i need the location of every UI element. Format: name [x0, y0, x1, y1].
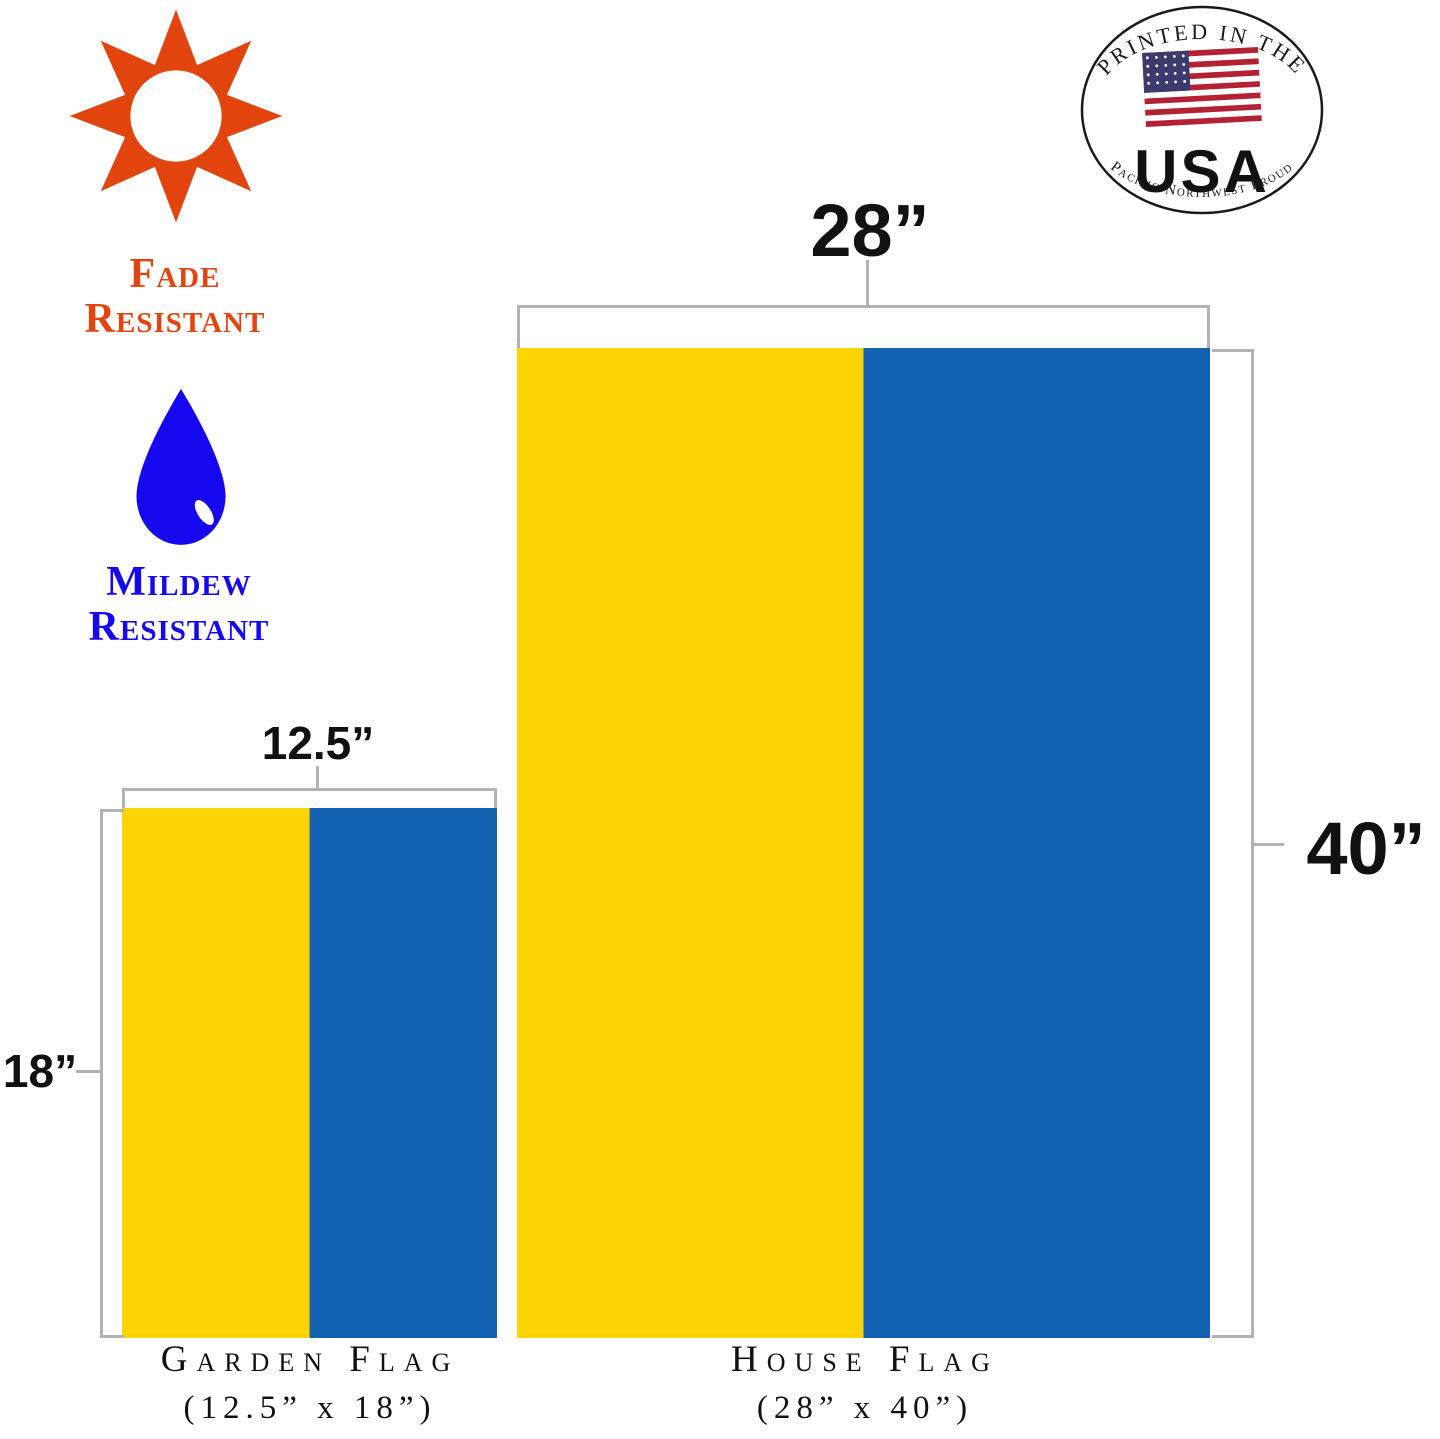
- garden-flag: [122, 808, 497, 1338]
- water-drop-highlight: [194, 500, 214, 525]
- mildew-resistant-line1: Mildew: [106, 559, 252, 605]
- dimension-line: [494, 788, 497, 808]
- dimension-line: [1212, 349, 1254, 352]
- garden-flag-title: Garden Flag: [160, 1339, 460, 1380]
- dimension-line: [100, 809, 103, 1338]
- house-flag-size: (28” x 40”): [756, 1390, 974, 1426]
- dimension-line: [316, 766, 319, 790]
- mildew-resistant-label: Mildew Resistant: [24, 560, 334, 650]
- dimension-line: [122, 788, 497, 791]
- house-flag-height-label: 40”: [1306, 807, 1426, 890]
- garden-flag-size: (12.5” x 18”): [183, 1390, 437, 1426]
- water-drop-icon: [136, 389, 226, 545]
- dimension-line: [517, 305, 520, 349]
- garden-flag-left-half: [122, 808, 310, 1338]
- dimension-line: [1212, 1335, 1254, 1338]
- dimension-line: [100, 809, 124, 812]
- us-flag-canton: [1142, 50, 1191, 93]
- dimension-line: [517, 305, 1210, 308]
- mildew-resistant-line2: Resistant: [88, 604, 270, 650]
- fade-resistant-line1: Fade: [129, 251, 221, 297]
- dimension-line: [122, 788, 125, 808]
- house-flag-title: House Flag: [731, 1339, 999, 1380]
- house-flag-left-half: [517, 348, 864, 1338]
- fade-resistant-label: Fade Resistant: [20, 252, 330, 342]
- garden-flag-right-half: [309, 808, 497, 1338]
- house-flag-right-half: [863, 348, 1210, 1338]
- dimension-line: [76, 1070, 102, 1073]
- dimension-line: [866, 260, 869, 308]
- sun-icon: [69, 9, 283, 223]
- garden-flag-width-label: 12.5”: [261, 717, 375, 769]
- dimension-line: [100, 1335, 124, 1338]
- us-flag-icon: [1142, 47, 1262, 127]
- dimension-line: [1251, 349, 1254, 1338]
- printed-in-usa-badge: PRINTED IN THE USA Pacific Northw: [1080, 5, 1324, 215]
- badge-usa-text: USA: [1134, 138, 1270, 205]
- dimension-line: [1207, 305, 1210, 349]
- house-flag-width-label: 28”: [810, 189, 930, 272]
- garden-flag-height-label: 18”: [2, 1045, 78, 1097]
- dimension-line: [1254, 843, 1284, 846]
- us-flag-stars: [1145, 54, 1187, 85]
- fade-resistant-line2: Resistant: [84, 296, 266, 342]
- house-flag: [517, 348, 1210, 1338]
- sun-center: [130, 70, 222, 162]
